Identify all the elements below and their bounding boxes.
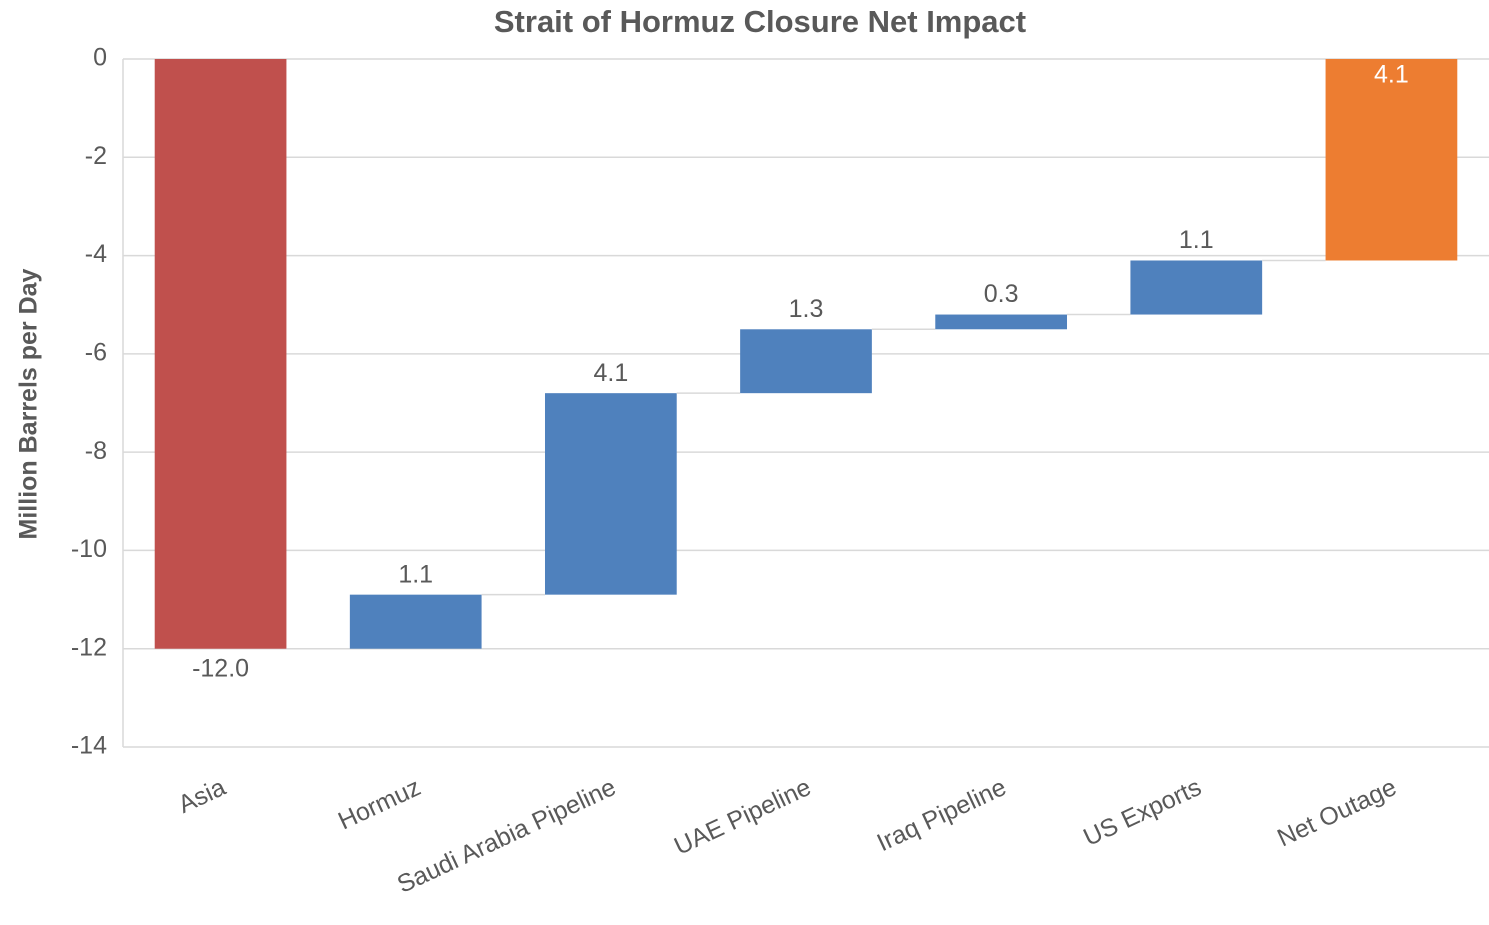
x-tick-label: UAE Pipeline xyxy=(670,773,815,861)
value-label: 1.3 xyxy=(789,295,824,323)
y-tick-label: -14 xyxy=(71,732,107,760)
value-label: 1.1 xyxy=(398,560,433,588)
y-axis-title: Million Barrels per Day xyxy=(15,268,43,539)
y-tick-label: -4 xyxy=(85,240,107,268)
y-tick-label: 0 xyxy=(93,44,107,72)
y-tick-label: -10 xyxy=(71,535,107,563)
x-tick-label: Hormuz xyxy=(334,773,425,835)
bar xyxy=(544,393,677,595)
bar xyxy=(935,314,1068,330)
value-label: -12.0 xyxy=(192,654,249,682)
x-tick-label: Saudi Arabia Pipeline xyxy=(393,773,620,899)
bar xyxy=(349,594,482,649)
x-tick-label: Net Outage xyxy=(1273,773,1401,852)
bar xyxy=(1325,59,1458,261)
bar xyxy=(740,329,872,394)
x-tick-label: US Exports xyxy=(1079,773,1205,852)
value-label: 1.1 xyxy=(1179,226,1214,254)
bar xyxy=(1130,260,1263,315)
bar xyxy=(154,59,287,649)
x-tick-label: Asia xyxy=(174,773,230,819)
y-tick-label: -6 xyxy=(85,338,107,366)
y-tick-label: -12 xyxy=(71,633,107,661)
chart-title: Strait of Hormuz Closure Net Impact xyxy=(494,4,1026,39)
value-label: 4.1 xyxy=(593,359,628,387)
value-label: 0.3 xyxy=(984,280,1019,308)
x-tick-label: Iraq Pipeline xyxy=(873,773,1011,857)
value-label: 4.1 xyxy=(1374,61,1409,89)
y-tick-label: -8 xyxy=(85,437,107,465)
y-tick-label: -2 xyxy=(85,142,107,170)
